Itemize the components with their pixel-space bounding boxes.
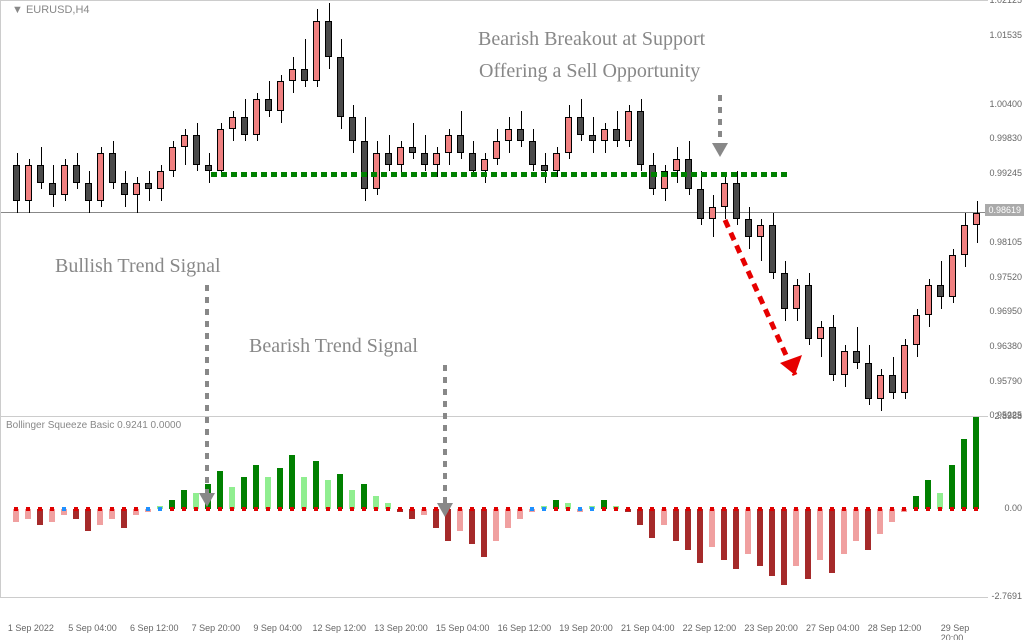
arrow-bearish-signal: [443, 365, 447, 505]
arrowhead-bearish-signal-icon: [437, 503, 453, 517]
arrowhead-bearish-breakout-icon: [712, 143, 728, 157]
indicator-panel[interactable]: [0, 416, 989, 598]
annot-bullish-signal: Bullish Trend Signal: [55, 255, 221, 278]
trading-chart: 1.021251.015351.004000.998300.992450.981…: [0, 0, 1024, 640]
annot-bearish-signal: Bearish Trend Signal: [249, 335, 418, 358]
sell-arrow-icon: [720, 215, 810, 395]
arrow-bullish-signal: [205, 285, 209, 495]
y-axis: 1.021251.015351.004000.998300.992450.981…: [988, 0, 1024, 640]
arrowhead-bullish-signal-icon: [199, 493, 215, 507]
x-axis: 1 Sep 20225 Sep 04:006 Sep 12:007 Sep 20…: [0, 620, 987, 640]
arrow-bearish-breakout: [718, 95, 722, 145]
symbol-label: ▼ EURUSD,H4: [12, 4, 90, 16]
indicator-label: Bollinger Squeeze Basic 0.9241 0.0000: [6, 420, 181, 431]
annot-bearish-breakout-l2: Offering a Sell Opportunity: [479, 60, 700, 83]
annot-bearish-breakout-l1: Bearish Breakout at Support: [478, 28, 705, 51]
price-marker: 0.98619: [985, 204, 1024, 216]
